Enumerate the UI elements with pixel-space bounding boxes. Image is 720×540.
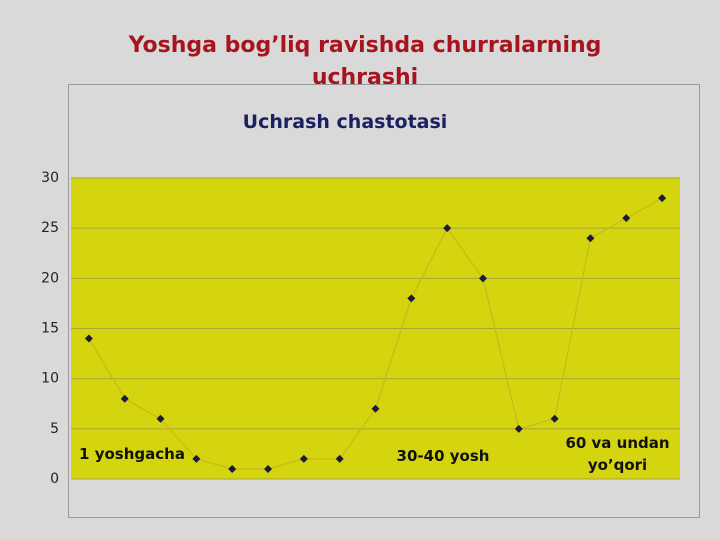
chart-frame: [68, 84, 700, 518]
marker: [550, 414, 559, 423]
marker: [335, 454, 344, 463]
marker: [228, 464, 237, 473]
y-tick-label: 15: [41, 321, 59, 337]
marker: [478, 274, 487, 283]
annotation: 1 yoshgacha: [79, 445, 185, 463]
y-tick-label: 10: [41, 371, 59, 387]
marker: [658, 194, 667, 203]
y-tick-label: 30: [41, 170, 59, 186]
marker: [407, 294, 416, 303]
marker: [622, 214, 631, 223]
annotation: 60 va undan yo’qori: [565, 434, 670, 474]
slide-title: Yoshga bog’liq ravishda churralarning uc…: [128, 33, 602, 90]
marker: [84, 334, 93, 343]
y-tick-label: 0: [50, 471, 59, 487]
annotation: 30-40 yosh: [396, 447, 490, 465]
y-tick-label: 20: [41, 270, 59, 286]
marker: [443, 224, 452, 233]
y-tick-label: 25: [41, 220, 59, 236]
marker: [299, 454, 308, 463]
y-tick-label: 5: [50, 421, 59, 437]
marker: [192, 454, 201, 463]
marker: [514, 424, 523, 433]
marker: [264, 464, 273, 473]
marker: [586, 234, 595, 243]
marker: [120, 394, 129, 403]
marker: [156, 414, 165, 423]
chart-title: Uchrash chastotasi: [242, 111, 448, 133]
marker: [371, 404, 380, 413]
